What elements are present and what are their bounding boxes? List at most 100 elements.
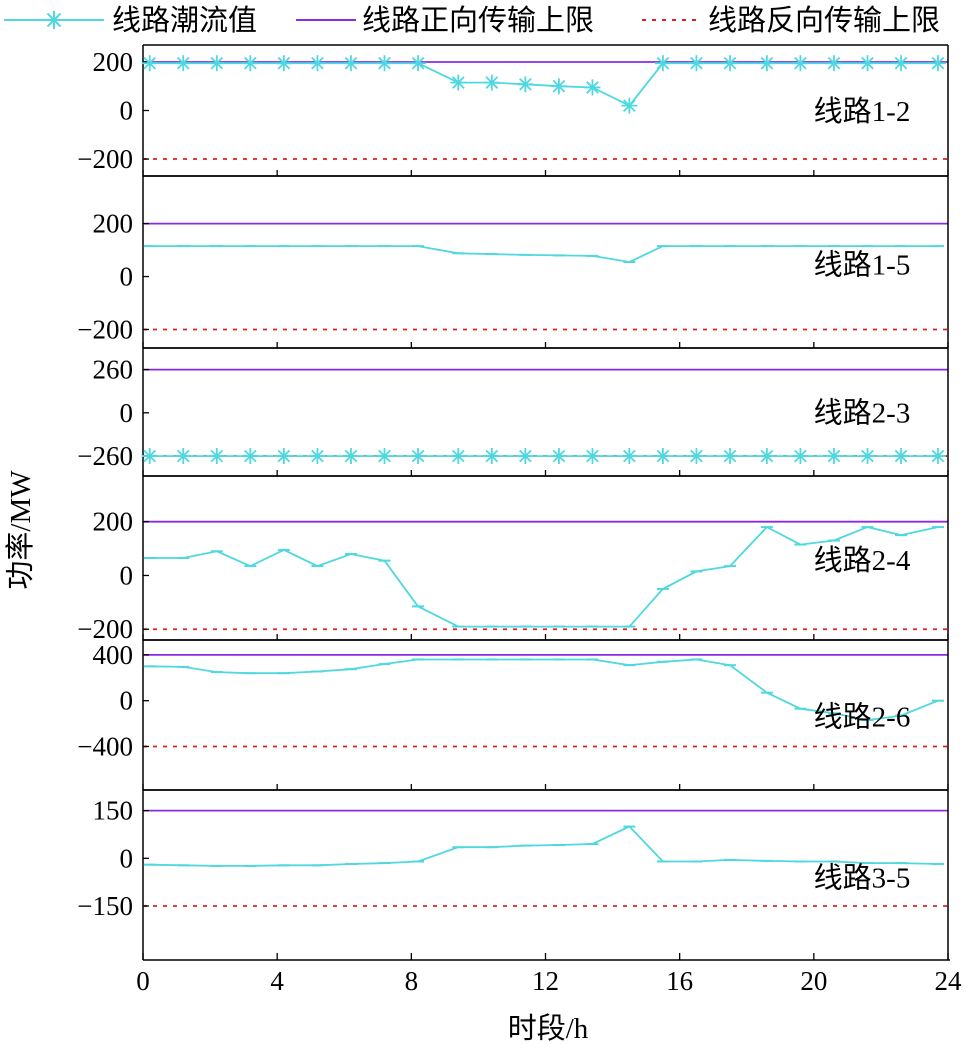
star-stroke: [210, 449, 224, 463]
y-axis-label: 功率/MW: [4, 470, 37, 590]
star-stroke: [378, 449, 391, 463]
x-axis-label: 时段/h: [508, 1012, 589, 1044]
flow-point: [721, 55, 738, 72]
star-stroke: [623, 449, 636, 463]
star-stroke: [277, 449, 291, 463]
flow-point: [517, 76, 534, 93]
star-stroke: [656, 449, 670, 463]
star-stroke: [552, 79, 566, 93]
legend-item-lower: 线路反向传输上限: [642, 4, 940, 37]
flow-point: [688, 55, 705, 72]
legend-label-flow: 线路潮流值: [112, 4, 257, 37]
panel-label: 线路2-3: [814, 396, 911, 429]
flow-point: [376, 55, 393, 72]
flow-point: [275, 448, 292, 465]
flow-point: [758, 55, 775, 72]
star-stroke: [485, 449, 499, 463]
flow-point: [550, 78, 567, 95]
flow-point: [141, 448, 158, 465]
y-tick-label: −200: [77, 614, 133, 644]
star-stroke: [176, 449, 190, 463]
y-tick-label: 0: [120, 398, 134, 428]
legend-item-flow: 线路潮流值: [4, 4, 257, 37]
flow-point: [688, 448, 705, 465]
panels: 2000−200线路1-22000−200线路1-52600−260线路2-32…: [77, 44, 949, 960]
flow-point: [450, 448, 467, 465]
flow-point: [483, 448, 500, 465]
flow-point: [141, 55, 158, 72]
panel-4: 400 0 −400 线路2-6: [77, 639, 949, 791]
star-stroke: [931, 449, 945, 463]
y-tick-label: −150: [77, 891, 133, 921]
star-stroke: [586, 81, 599, 94]
flow-point: [792, 448, 809, 465]
flow-point: [654, 448, 671, 465]
legend-item-upper: 线路正向传输上限: [296, 4, 594, 37]
flow-point: [721, 448, 738, 465]
flow-point: [859, 55, 876, 72]
y-tick-label: 0: [120, 96, 134, 126]
star-stroke: [760, 56, 774, 70]
flow-point: [929, 55, 946, 72]
star-stroke: [277, 56, 291, 70]
x-tick-label: 12: [532, 966, 559, 996]
flow-point: [893, 55, 910, 72]
star-stroke: [931, 56, 945, 70]
y-tick-label: 150: [93, 796, 134, 826]
y-tick-label: 200: [93, 209, 134, 239]
star-stroke: [552, 449, 566, 463]
y-tick-label: 200: [93, 47, 134, 77]
x-tick-label: 24: [935, 966, 963, 996]
panel-2: 260 0 −260 线路2-3: [77, 347, 949, 477]
y-tick-label: 0: [120, 843, 134, 873]
flow-point: [584, 448, 601, 465]
star-stroke: [586, 449, 599, 463]
flow-series-line: [149, 825, 938, 867]
star-stroke: [861, 56, 874, 70]
flow-point: [621, 97, 638, 114]
panel-5: 150 0 −150 线路3-5: [77, 789, 948, 960]
star-marker-icon: [45, 11, 63, 29]
flow-point: [309, 448, 326, 465]
legend: 线路潮流值 线路正向传输上限 线路反向传输上限: [4, 4, 940, 37]
star-stroke: [243, 449, 257, 463]
y-tick-label: 0: [120, 560, 134, 590]
star-stroke: [210, 56, 224, 70]
panel-label: 线路2-6: [814, 701, 911, 734]
flow-point: [242, 55, 259, 72]
flow-point: [208, 55, 225, 72]
flow-point: [517, 448, 534, 465]
y-tick-label: −200: [77, 314, 133, 344]
flow-point: [410, 448, 427, 465]
flow-point: [792, 55, 809, 72]
flow-point: [376, 448, 393, 465]
flow-point: [550, 448, 567, 465]
flow-point: [621, 448, 638, 465]
flow-point: [758, 448, 775, 465]
panel-0: 200 0 −200 线路1-2: [77, 44, 949, 177]
flow-point: [450, 74, 467, 91]
star-stroke: [861, 449, 874, 463]
flow-point: [242, 448, 259, 465]
star-stroke: [344, 56, 358, 70]
y-tick-label: 0: [120, 686, 134, 716]
y-tick-label: 0: [120, 262, 134, 292]
panel-label: 线路1-2: [814, 95, 911, 128]
star-stroke: [451, 449, 465, 463]
y-tick-label: −200: [77, 144, 133, 174]
star-stroke: [723, 56, 737, 70]
star-stroke: [311, 56, 324, 70]
star-stroke: [344, 449, 358, 463]
star-stroke: [827, 449, 841, 463]
legend-label-lower: 线路反向传输上限: [708, 4, 940, 37]
x-tick-label: 20: [800, 966, 827, 996]
star-stroke: [894, 449, 908, 463]
flow-point: [208, 448, 225, 465]
y-tick-label: −260: [77, 441, 133, 471]
flow-point: [654, 55, 671, 72]
y-tick-label: 200: [93, 507, 134, 537]
flow-point: [825, 55, 842, 72]
x-tick-label: 8: [405, 966, 419, 996]
star-stroke: [760, 449, 774, 463]
star-stroke: [827, 56, 841, 70]
